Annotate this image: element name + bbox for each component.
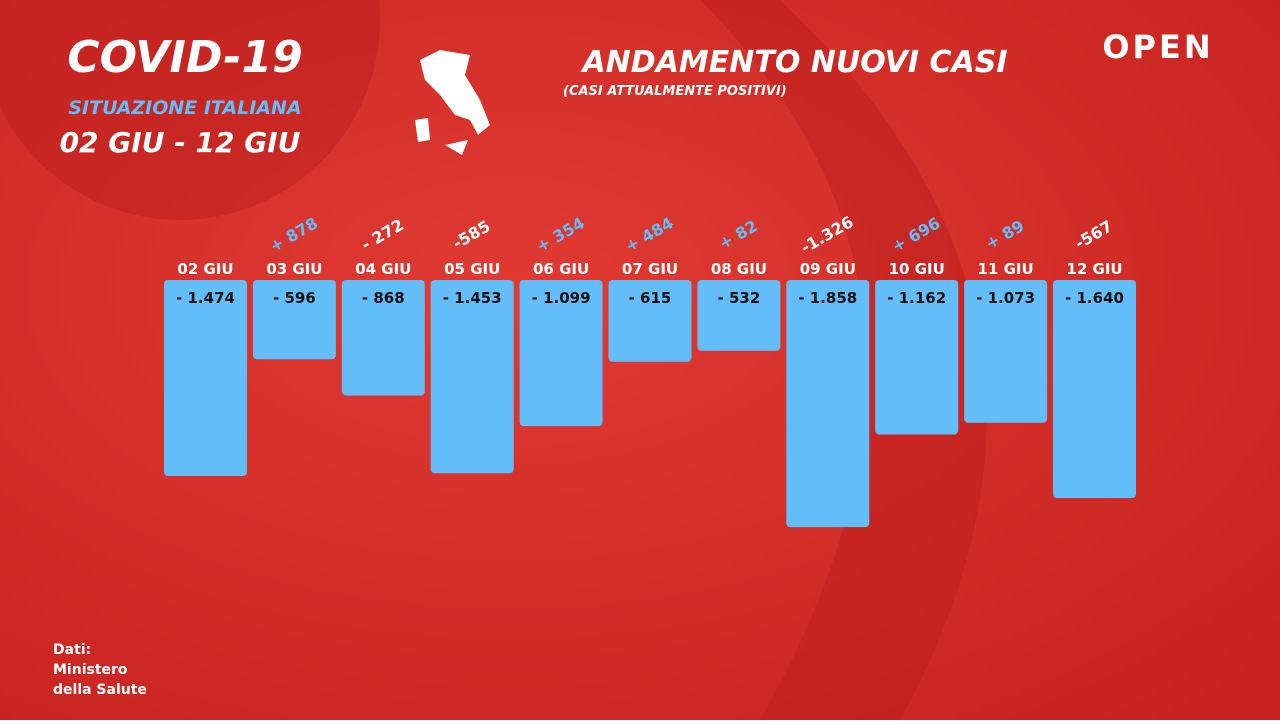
value-label: - 868 (362, 289, 405, 307)
bar (341, 280, 425, 396)
brand: OPEN (1102, 28, 1213, 66)
source: Dati: (53, 642, 91, 658)
bar (519, 280, 603, 427)
x-tick-label: 10 GIU (889, 260, 945, 278)
value-label: - 1.453 (443, 289, 502, 307)
x-tick-label: 05 GIU (444, 260, 500, 278)
bar (697, 280, 781, 351)
chart-subtitle: (CASI ATTUALMENTE POSITIVI) (563, 84, 787, 99)
period: 02 GIU - 12 GIU (60, 126, 301, 159)
bar (1053, 280, 1136, 499)
bar (964, 280, 1048, 423)
x-tick-label: 08 GIU (711, 260, 767, 278)
value-label: - 615 (629, 289, 672, 307)
bar (786, 280, 870, 528)
value-label: - 1.858 (798, 289, 857, 307)
bar (430, 280, 514, 474)
x-tick-label: 04 GIU (355, 260, 411, 278)
x-tick-label: 11 GIU (978, 260, 1034, 278)
chart-title: ANDAMENTO NUOVI CASI (580, 45, 1007, 80)
source: della Salute (53, 682, 147, 698)
value-label: - 1.073 (976, 289, 1035, 307)
x-tick-label: 12 GIU (1066, 260, 1122, 278)
value-label: - 1.162 (887, 289, 946, 307)
bar (164, 280, 247, 477)
source: Ministero (53, 662, 128, 678)
value-label: - 1.640 (1065, 289, 1124, 307)
bar (608, 280, 692, 362)
bar (252, 280, 336, 360)
x-tick-label: 09 GIU (800, 260, 856, 278)
x-tick-label: 07 GIU (622, 260, 678, 278)
value-label: - 1.474 (176, 289, 235, 307)
value-label: - 532 (718, 289, 761, 307)
x-tick-label: 03 GIU (266, 260, 322, 278)
decor (700, 0, 987, 720)
x-tick-label: 02 GIU (177, 260, 233, 278)
value-label: - 1.099 (532, 289, 591, 307)
x-tick-label: 06 GIU (533, 260, 589, 278)
decor (0, 0, 380, 220)
subtitle: SITUAZIONE ITALIANA (68, 97, 301, 119)
italy-map (415, 50, 490, 155)
value-label: - 596 (273, 289, 316, 307)
title: COVID-19 (67, 32, 302, 83)
bar (875, 280, 959, 435)
